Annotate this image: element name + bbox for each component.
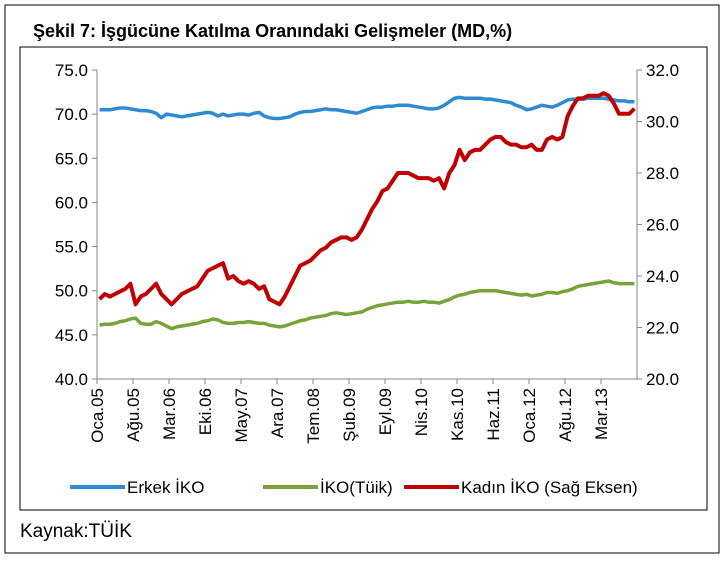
y-tick-label: 45.0 bbox=[55, 326, 88, 345]
y2-tick-label: 22.0 bbox=[646, 319, 679, 338]
y2-tick-label: 30.0 bbox=[646, 113, 679, 132]
x-tick-label: Tem.08 bbox=[304, 388, 323, 444]
y-tick-label: 50.0 bbox=[55, 282, 88, 301]
x-tick-label: Ara.07 bbox=[268, 388, 287, 438]
x-tick-label: Nis.10 bbox=[412, 388, 431, 436]
legend-label: Erkek İKO bbox=[127, 478, 204, 497]
y-tick-label: 55.0 bbox=[55, 238, 88, 257]
legend-label: Kadın İKO (Sağ Eksen) bbox=[461, 478, 638, 497]
x-tick-label: Mar.06 bbox=[160, 388, 179, 440]
x-tick-label: Oca.12 bbox=[520, 388, 539, 443]
x-tick-label: Haz.11 bbox=[484, 388, 503, 441]
x-tick-label: Ağu.05 bbox=[124, 388, 143, 442]
series-line bbox=[99, 95, 635, 121]
y-tick-label: 65.0 bbox=[55, 149, 88, 168]
y2-tick-label: 24.0 bbox=[646, 267, 679, 286]
y-tick-label: 75.0 bbox=[55, 61, 88, 80]
y-tick-label: 70.0 bbox=[55, 105, 88, 124]
series-line bbox=[99, 279, 635, 331]
chart-title: Şekil 7: İşgücüne Katılma Oranındaki Gel… bbox=[33, 21, 512, 41]
series-line bbox=[98, 91, 636, 307]
y-tick-label: 60.0 bbox=[55, 193, 88, 212]
y-tick-label: 40.0 bbox=[55, 370, 88, 389]
plot-frame bbox=[19, 46, 708, 511]
x-tick-label: Şub.09 bbox=[340, 388, 359, 442]
x-tick-label: May.07 bbox=[232, 388, 251, 443]
source: Kaynak:TÜİK bbox=[20, 521, 132, 542]
legend-label: İKO(Tüik) bbox=[320, 478, 393, 497]
x-tick-label: Eki.06 bbox=[196, 388, 215, 435]
y2-tick-label: 28.0 bbox=[646, 164, 679, 183]
y2-tick-label: 26.0 bbox=[646, 216, 679, 235]
x-tick-label: Kas.10 bbox=[448, 388, 467, 441]
x-tick-label: Eyl.09 bbox=[376, 388, 395, 435]
y2-tick-label: 32.0 bbox=[646, 61, 679, 80]
outer-frame bbox=[4, 4, 720, 554]
x-tick-label: Oca.05 bbox=[88, 388, 107, 443]
x-tick-label: Ağu.12 bbox=[556, 388, 575, 442]
x-tick-label: Mar.13 bbox=[592, 388, 611, 440]
y2-tick-label: 20.0 bbox=[646, 370, 679, 389]
